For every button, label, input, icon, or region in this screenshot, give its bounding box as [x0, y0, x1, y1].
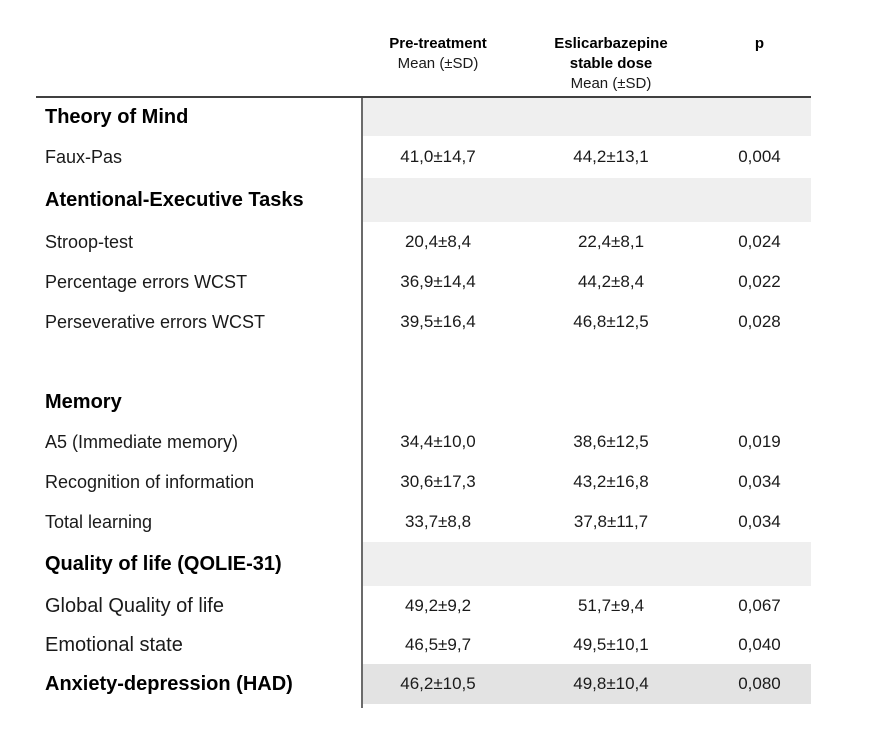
cell-eslicarbazepine: 38,6±12,5: [573, 432, 649, 451]
section-row-theory-of-mind: Theory of Mind: [36, 98, 811, 136]
section-row-memory: Memory: [36, 382, 811, 422]
section-band: [362, 542, 811, 586]
cell-eslicarbazepine: 51,7±9,4: [577, 596, 645, 615]
cell-pre-treatment: 20,4±8,4: [404, 232, 472, 251]
eslicarbazepine-subtitle: stable dose: [569, 55, 653, 72]
table-row-percentage-errors-wcst: Percentage errors WCST 36,9±14,4 44,2±8,…: [36, 262, 811, 302]
cell-pre-treatment: 30,6±17,3: [400, 472, 476, 491]
row-values: 30,6±17,3 43,2±16,8 0,034: [362, 462, 811, 502]
header-label-spacer: [36, 34, 362, 96]
table-body: Theory of Mind Faux-Pas 41,0±14,7 44,2±1…: [36, 98, 811, 708]
table-row-global-quality-of-life: Global Quality of life 49,2±9,2 51,7±9,4…: [36, 586, 811, 626]
column-divider-line: [361, 98, 363, 708]
cell-pre-treatment: 46,5±9,7: [404, 635, 472, 654]
cell-pre-treatment: 46,2±10,5: [400, 674, 476, 693]
row-label: Stroop-test: [45, 231, 134, 252]
cell-p-value: 0,019: [738, 432, 781, 451]
row-label: Faux-Pas: [45, 146, 123, 167]
results-table: Pre-treatment Mean (±SD) Eslicarbazepine…: [36, 30, 811, 708]
pre-treatment-title: Pre-treatment: [389, 35, 487, 52]
section-band: [362, 382, 811, 422]
row-label: A5 (Immediate memory): [45, 431, 239, 452]
cell-pre-treatment: 34,4±10,0: [400, 432, 476, 451]
column-header-eslicarbazepine: Eslicarbazepine stable dose Mean (±SD): [514, 34, 708, 96]
row-label: Emotional state: [45, 633, 183, 656]
cell-eslicarbazepine: 44,2±8,4: [577, 272, 645, 291]
row-label: Perseverative errors WCST: [45, 311, 266, 332]
cell-p-value: 0,022: [738, 272, 781, 291]
spacer-row: [36, 342, 811, 382]
table-row-emotional-state: Emotional state 46,5±9,7 49,5±10,1 0,040: [36, 626, 811, 664]
row-values: 39,5±16,4 46,8±12,5 0,028: [362, 302, 811, 342]
table-row-total-learning: Total learning 33,7±8,8 37,8±11,7 0,034: [36, 502, 811, 542]
section-label: Theory of Mind: [45, 105, 189, 128]
row-values: 34,4±10,0 38,6±12,5 0,019: [362, 422, 811, 462]
row-values: 33,7±8,8 37,8±11,7 0,034: [362, 502, 811, 542]
section-label: Atentional-Executive Tasks: [45, 188, 304, 211]
cell-eslicarbazepine: 49,5±10,1: [573, 635, 649, 654]
row-label: Global Quality of life: [45, 594, 224, 617]
eslicarbazepine-subtitle2: Mean (±SD): [570, 75, 652, 92]
column-header-pre-treatment: Pre-treatment Mean (±SD): [362, 34, 514, 96]
cell-pre-treatment: 39,5±16,4: [400, 312, 476, 331]
table-row-anxiety-depression-had: Anxiety-depression (HAD) 46,2±10,5 49,8±…: [36, 664, 811, 704]
table-row-perseverative-errors-wcst: Perseverative errors WCST 39,5±16,4 46,8…: [36, 302, 811, 342]
cell-pre-treatment: 33,7±8,8: [404, 512, 472, 531]
row-label: Recognition of information: [45, 471, 255, 492]
pre-treatment-subtitle: Mean (±SD): [397, 55, 479, 72]
table-row-a5-immediate-memory: A5 (Immediate memory) 34,4±10,0 38,6±12,…: [36, 422, 811, 462]
cell-pre-treatment: 36,9±14,4: [400, 272, 476, 291]
row-label: Percentage errors WCST: [45, 271, 248, 292]
cell-eslicarbazepine: 37,8±11,7: [573, 512, 649, 531]
column-header-p-value: p: [708, 34, 811, 96]
cell-eslicarbazepine: 22,4±8,1: [577, 232, 645, 251]
row-values: 46,5±9,7 49,5±10,1 0,040: [362, 626, 811, 664]
cell-p-value: 0,067: [738, 596, 781, 615]
cell-p-value: 0,028: [738, 312, 781, 331]
cell-p-value: 0,034: [738, 512, 781, 531]
row-values: 49,2±9,2 51,7±9,4 0,067: [362, 586, 811, 626]
section-band: [362, 98, 811, 136]
table-row-recognition-of-information: Recognition of information 30,6±17,3 43,…: [36, 462, 811, 502]
eslicarbazepine-title: Eslicarbazepine: [554, 35, 668, 52]
table-header: Pre-treatment Mean (±SD) Eslicarbazepine…: [36, 30, 811, 98]
row-label: Anxiety-depression (HAD): [45, 672, 293, 695]
row-values: 41,0±14,7 44,2±13,1 0,004: [362, 136, 811, 178]
cell-p-value: 0,040: [738, 635, 781, 654]
cell-p-value: 0,080: [738, 674, 781, 693]
section-label: Quality of life (QOLIE-31): [45, 552, 282, 575]
cell-p-value: 0,004: [738, 147, 781, 166]
cell-eslicarbazepine: 46,8±12,5: [573, 312, 649, 331]
row-values: 46,2±10,5 49,8±10,4 0,080: [362, 664, 811, 704]
cell-p-value: 0,034: [738, 472, 781, 491]
cell-eslicarbazepine: 49,8±10,4: [573, 674, 649, 693]
row-label: Total learning: [45, 511, 153, 532]
section-row-atentional-executive: Atentional-Executive Tasks: [36, 178, 811, 222]
cell-eslicarbazepine: 44,2±13,1: [573, 147, 649, 166]
section-row-quality-of-life: Quality of life (QOLIE-31): [36, 542, 811, 586]
cell-pre-treatment: 41,0±14,7: [400, 147, 476, 166]
row-values: 20,4±8,4 22,4±8,1 0,024: [362, 222, 811, 262]
cell-eslicarbazepine: 43,2±16,8: [573, 472, 649, 491]
table-row-stroop-test: Stroop-test 20,4±8,4 22,4±8,1 0,024: [36, 222, 811, 262]
section-label: Memory: [45, 390, 122, 413]
cell-pre-treatment: 49,2±9,2: [404, 596, 472, 615]
p-value-title: p: [754, 35, 765, 52]
table-row-faux-pas: Faux-Pas 41,0±14,7 44,2±13,1 0,004: [36, 136, 811, 178]
section-band: [362, 178, 811, 222]
cell-p-value: 0,024: [738, 232, 781, 251]
row-values: 36,9±14,4 44,2±8,4 0,022: [362, 262, 811, 302]
